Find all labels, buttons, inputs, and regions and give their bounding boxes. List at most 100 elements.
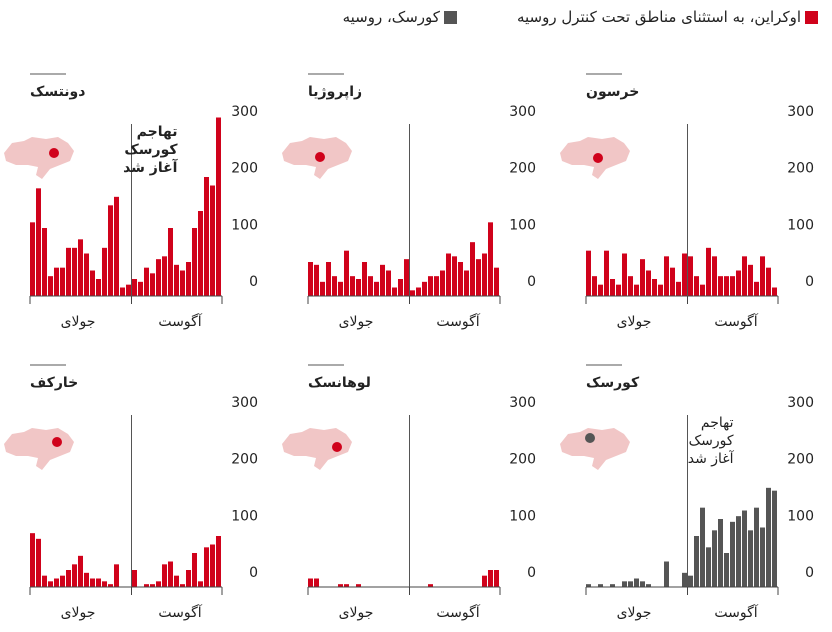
bar: [36, 188, 41, 296]
bar: [736, 516, 741, 587]
map-region: [585, 433, 595, 443]
y-tick-label: 0: [527, 565, 536, 581]
bar: [634, 284, 639, 296]
bar: [724, 276, 729, 296]
bar: [96, 578, 101, 587]
y-tick-label: 100: [787, 217, 814, 233]
annotation: تهاجم: [701, 415, 734, 431]
bar: [174, 264, 179, 296]
bar: [66, 247, 71, 296]
bar: [108, 584, 113, 587]
bar: [72, 564, 77, 587]
bar: [610, 279, 615, 296]
bar: [724, 553, 729, 587]
bar: [126, 284, 131, 296]
bar: [592, 276, 597, 296]
bar: [410, 290, 415, 296]
panel-title: کورسک: [586, 375, 640, 391]
y-tick-label: 300: [231, 104, 258, 120]
panel-title: خرسون: [586, 84, 639, 100]
bar: [180, 584, 185, 587]
y-tick-label: 100: [509, 508, 536, 524]
map-region: [593, 153, 603, 163]
bar: [42, 575, 47, 587]
bar: [760, 256, 765, 296]
bar: [700, 507, 705, 587]
bar: [586, 250, 591, 296]
x-label: جولای: [339, 605, 374, 621]
bar: [114, 196, 119, 296]
map: [4, 137, 74, 179]
bar: [416, 287, 421, 296]
legend-label: اوکراین، به استثنای مناطق تحت کنترل روسی…: [516, 8, 801, 26]
bar: [60, 575, 65, 587]
bar: [398, 279, 403, 296]
y-tick-label: 300: [787, 395, 814, 411]
y-tick-label: 0: [805, 274, 814, 290]
bar: [482, 575, 487, 587]
panel-title: لوهانسک: [308, 375, 371, 391]
bar: [718, 276, 723, 296]
bar: [356, 584, 361, 587]
legend: اوکراین، به استثنای مناطق تحت کنترل روسی…: [343, 8, 818, 26]
bar: [494, 570, 499, 587]
annotation: کورسک: [124, 142, 178, 158]
bar: [664, 561, 669, 587]
y-tick-label: 200: [509, 452, 536, 468]
map-region: [49, 148, 59, 158]
bar: [48, 581, 53, 587]
bar: [204, 177, 209, 296]
y-tick-label: 100: [787, 508, 814, 524]
bar: [682, 253, 687, 296]
y-tick-label: 300: [787, 104, 814, 120]
bar: [368, 276, 373, 296]
bar: [90, 578, 95, 587]
bar: [766, 487, 771, 587]
map: [4, 428, 74, 470]
bar: [174, 575, 179, 587]
bar: [494, 267, 499, 296]
y-tick-label: 200: [509, 161, 536, 177]
bar: [204, 547, 209, 587]
bar: [144, 267, 149, 296]
bar: [132, 570, 137, 587]
bar: [308, 262, 313, 296]
y-tick-label: 200: [231, 161, 258, 177]
bar: [754, 281, 759, 296]
bar: [446, 253, 451, 296]
bar: [458, 262, 463, 296]
bar: [754, 507, 759, 587]
bar: [198, 211, 203, 296]
bar: [314, 578, 319, 587]
bar: [622, 581, 627, 587]
bar: [362, 262, 367, 296]
bar: [102, 247, 107, 296]
bar: [664, 256, 669, 296]
x-label: آگوست: [436, 313, 480, 330]
bar: [156, 581, 161, 587]
bar: [422, 281, 427, 296]
bar: [192, 553, 197, 587]
bar: [634, 578, 639, 587]
y-tick-label: 100: [231, 508, 258, 524]
bar: [350, 276, 355, 296]
bar: [198, 581, 203, 587]
bar: [344, 584, 349, 587]
bar: [730, 276, 735, 296]
bar: [54, 578, 59, 587]
bar: [374, 281, 379, 296]
bar: [156, 259, 161, 296]
map: [282, 137, 352, 179]
bar: [604, 250, 609, 296]
panel-title: دونتسک: [30, 84, 85, 100]
bar: [114, 564, 119, 587]
bar: [66, 570, 71, 587]
map: [560, 137, 630, 179]
bar: [766, 267, 771, 296]
bar: [742, 256, 747, 296]
bar: [772, 287, 777, 296]
bar: [338, 281, 343, 296]
annotation: کورسک: [689, 433, 734, 449]
